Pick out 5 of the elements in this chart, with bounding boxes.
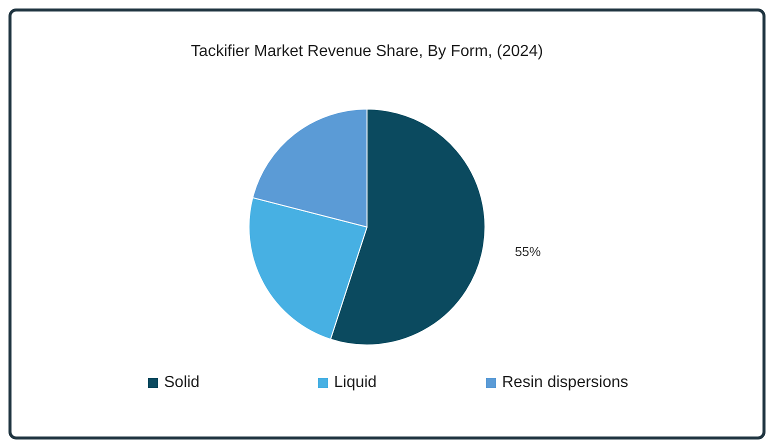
chart-title: Tackifier Market Revenue Share, By Form, (2024) <box>190 43 544 60</box>
legend-label: Solid <box>164 374 200 392</box>
legend-label: Resin dispersions <box>502 374 628 392</box>
legend-label: Liquid <box>334 374 377 392</box>
data-label: 55% <box>514 244 542 259</box>
